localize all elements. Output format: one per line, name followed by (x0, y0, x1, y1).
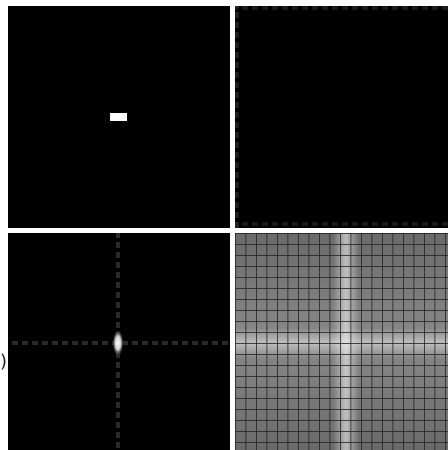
panel-spatial (8, 6, 230, 228)
page: ) (() => { const data = JSON.parse(docum… (0, 0, 448, 450)
panel-phase (235, 6, 448, 228)
edge-text: ) (0, 351, 7, 372)
panel-spectrum (8, 233, 230, 450)
panel-log-spectrum (235, 233, 448, 450)
figure: ) (0, 0, 448, 450)
